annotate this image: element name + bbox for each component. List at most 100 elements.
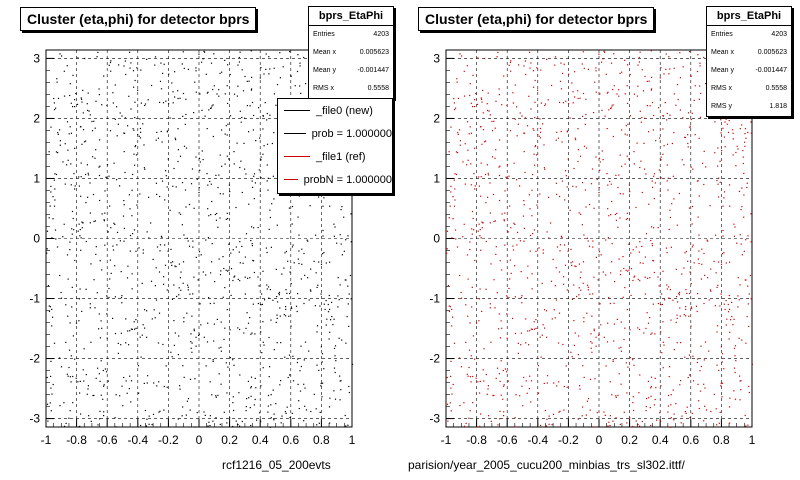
data-point — [109, 205, 111, 207]
data-point — [190, 333, 192, 335]
data-point — [684, 411, 686, 413]
data-point — [310, 410, 312, 413]
data-point — [132, 173, 134, 176]
data-point — [118, 64, 120, 66]
data-point — [160, 62, 162, 64]
stats-row: RMS x 0.5558 — [309, 80, 393, 98]
data-point — [530, 328, 532, 330]
data-point — [733, 318, 735, 320]
data-point — [85, 173, 87, 176]
data-point — [670, 417, 672, 419]
data-point — [127, 125, 129, 127]
data-point — [71, 286, 73, 288]
data-point — [531, 328, 533, 330]
data-point — [123, 240, 125, 242]
data-point — [610, 183, 612, 185]
data-point — [450, 387, 452, 389]
data-point — [57, 97, 60, 99]
data-point — [681, 415, 683, 417]
data-point — [248, 80, 250, 82]
data-point — [298, 262, 300, 265]
data-point — [668, 228, 670, 230]
data-point — [90, 263, 92, 265]
data-point — [478, 176, 480, 178]
data-point — [480, 176, 482, 178]
data-point — [191, 351, 193, 353]
data-point — [343, 250, 345, 252]
data-point — [238, 56, 240, 59]
legend-entry: prob = 1.000000 — [278, 122, 392, 145]
data-point — [93, 120, 95, 122]
data-point — [607, 184, 609, 186]
data-point — [609, 302, 611, 305]
data-point — [526, 392, 528, 394]
data-point — [723, 191, 726, 193]
data-point — [265, 53, 267, 55]
data-point — [173, 344, 175, 346]
data-point — [325, 324, 327, 326]
data-point — [60, 366, 63, 368]
data-point — [288, 354, 291, 356]
data-point — [201, 61, 203, 63]
data-point — [467, 159, 469, 161]
data-point — [645, 406, 647, 408]
data-point — [167, 158, 169, 160]
data-point — [67, 315, 69, 317]
data-point — [641, 69, 643, 71]
data-point — [291, 246, 293, 248]
data-point — [668, 56, 670, 58]
data-point — [657, 302, 659, 305]
data-point — [303, 383, 305, 385]
data-point — [114, 265, 116, 267]
data-point — [506, 177, 508, 179]
data-point — [537, 133, 539, 136]
data-point — [131, 189, 133, 191]
data-point — [725, 300, 727, 302]
y-tick-label: 0 — [433, 232, 440, 246]
data-point — [173, 284, 175, 286]
data-point — [332, 324, 334, 326]
data-point — [347, 303, 349, 305]
data-point — [520, 344, 522, 346]
data-point — [721, 353, 724, 355]
y-tick-label: -1 — [29, 292, 40, 306]
x-tick-label: -0.4 — [127, 433, 148, 447]
data-point — [125, 342, 127, 344]
data-point — [266, 164, 268, 166]
data-point — [687, 260, 689, 262]
data-point — [273, 93, 275, 95]
data-point — [516, 231, 519, 233]
data-point — [56, 81, 58, 83]
data-point — [551, 84, 553, 87]
data-point — [540, 131, 542, 133]
data-point — [746, 182, 748, 184]
data-point — [133, 86, 135, 88]
data-point — [186, 400, 188, 402]
data-point — [478, 426, 480, 428]
data-point — [116, 244, 118, 246]
data-point — [489, 114, 491, 116]
data-point — [592, 240, 594, 242]
data-point — [505, 371, 508, 373]
data-point — [239, 241, 241, 243]
data-point — [245, 173, 247, 175]
data-point — [241, 420, 243, 423]
data-point — [307, 240, 309, 242]
data-point — [300, 345, 302, 347]
data-point — [610, 107, 612, 109]
data-point — [471, 228, 473, 230]
data-point — [595, 345, 597, 347]
data-point — [139, 127, 141, 130]
data-point — [100, 360, 102, 362]
data-point — [264, 102, 266, 104]
data-point — [320, 382, 322, 385]
data-point — [742, 156, 744, 158]
data-point — [715, 272, 717, 274]
data-point — [201, 150, 203, 152]
data-point — [494, 157, 496, 159]
data-point — [690, 306, 692, 308]
data-point — [575, 266, 577, 268]
data-point — [163, 283, 165, 285]
data-point — [670, 394, 672, 396]
data-point — [498, 313, 500, 315]
